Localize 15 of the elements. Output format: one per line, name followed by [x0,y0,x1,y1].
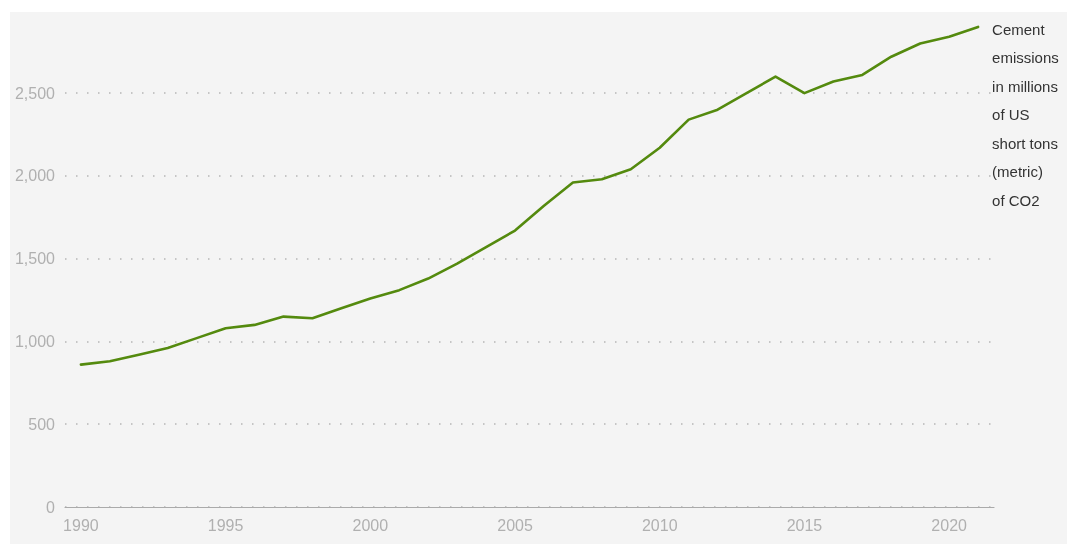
y-tick-label: 500 [28,415,56,433]
y-tick-label: 2,500 [14,84,56,102]
y-tick-label: 0 [46,498,56,516]
x-tick-label: 1995 [207,516,244,534]
y-tick-label: 1,500 [14,250,56,268]
x-tick-label: 2005 [497,516,533,534]
series-label: Cement emissions in millions of US short tons (metric) of CO2 [992,20,1059,209]
x-tick-label: 2000 [352,516,389,534]
y-tick-label: 2,000 [14,167,56,185]
line-series [79,25,980,366]
x-tick-label: 2015 [786,516,823,534]
x-tick-label: 1990 [63,516,99,534]
x-tick-label: 2010 [641,516,678,534]
y-tick-label: 1,000 [14,332,56,350]
x-tick-label: 2020 [931,516,968,534]
